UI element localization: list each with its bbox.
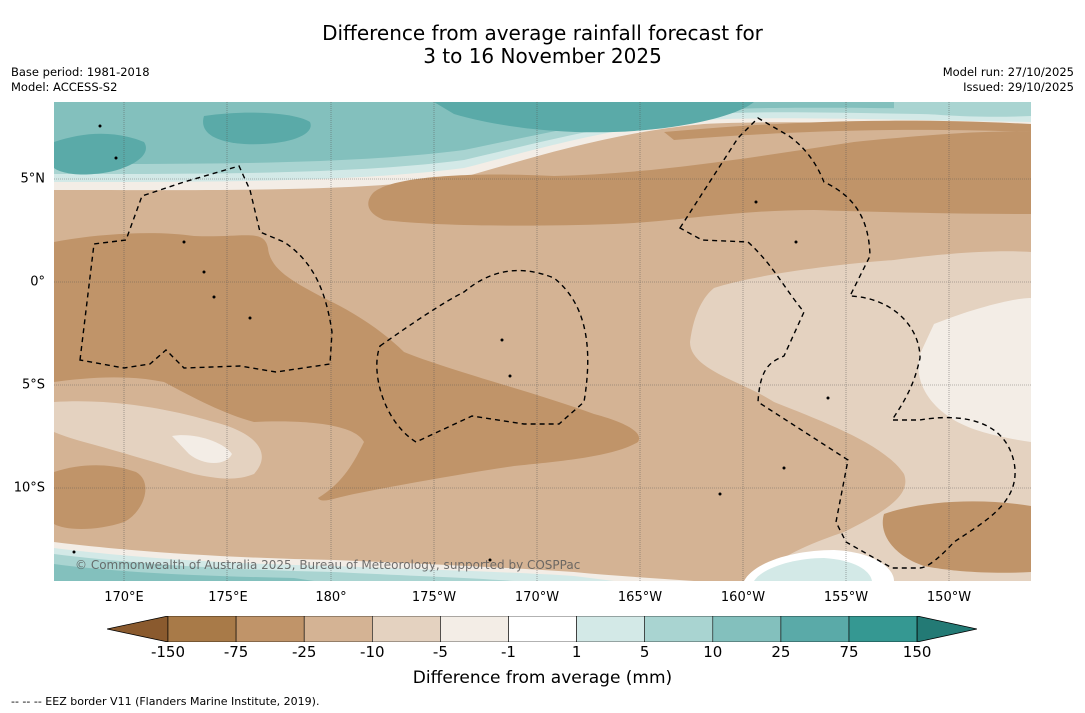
- map-title: Difference from average rainfall forecas…: [0, 22, 1085, 68]
- colorbar-tick-label: -75: [223, 643, 249, 661]
- eez-borders: [79, 117, 1016, 569]
- longitude-label: 170°E: [104, 590, 144, 605]
- longitude-label: 160°W: [720, 590, 766, 605]
- islands: [72, 124, 830, 562]
- latitude-label: 5°N: [20, 171, 46, 187]
- colorbar-tick-label: -1: [501, 643, 516, 661]
- island: [212, 295, 216, 299]
- colorbar-tick-label: 75: [839, 643, 859, 661]
- wet-patch-1: [54, 133, 146, 175]
- wet-patch-3: [434, 102, 754, 133]
- colorbar-extend-high: [916, 616, 977, 642]
- colorbar-cell: [508, 616, 577, 642]
- island: [500, 338, 504, 342]
- longitude-label: 165°W: [617, 590, 663, 605]
- dry-patch-se: [882, 501, 1031, 573]
- island: [72, 550, 76, 554]
- island: [114, 156, 118, 160]
- colorbar-tick-label: 25: [771, 643, 791, 661]
- latitude-label: 10°S: [13, 480, 45, 496]
- island: [794, 240, 798, 244]
- eez-footnote: -- -- -- EEZ border V11 (Flanders Marine…: [11, 695, 320, 708]
- island: [248, 316, 252, 320]
- issued-date: Issued: 29/10/2025: [963, 80, 1074, 94]
- colorbar-title: Difference from average (mm): [412, 668, 673, 688]
- colorbar-cell: [644, 616, 714, 642]
- south-band: [54, 564, 314, 581]
- south-light-patch: [754, 558, 872, 581]
- latitude-label: 5°S: [21, 377, 45, 393]
- colorbar-tick-label: -150: [150, 643, 186, 661]
- rainfall-map: [54, 102, 1031, 581]
- eez-tokelau: [376, 269, 589, 443]
- map-svg: [54, 102, 1031, 581]
- colorbar-cells: [107, 616, 977, 642]
- island: [508, 374, 512, 378]
- colorbar-cell: [848, 616, 918, 642]
- latitude-label: 0°: [30, 274, 45, 290]
- very-pale-region-east: [918, 298, 1031, 442]
- base-period: Base period: 1981-2018: [11, 65, 150, 79]
- colorbar-tick-label: -5: [432, 643, 448, 661]
- top-brown-fringe: [664, 120, 1031, 140]
- colorbar-cell: [371, 616, 441, 642]
- longitude-label: 155°W: [823, 590, 869, 605]
- island: [98, 124, 102, 128]
- pale-spot-sw: [172, 435, 232, 463]
- longitude-label: 170°W: [514, 590, 560, 605]
- copyright-notice: © Commonwealth of Australia 2025, Bureau…: [75, 558, 581, 572]
- colorbar-extend-low: [107, 616, 169, 642]
- colorbar-cell: [235, 616, 305, 642]
- colorbar-tick-label: 10: [703, 643, 723, 661]
- dry-patch-sw: [54, 465, 146, 529]
- title-line-2: 3 to 16 November 2025: [423, 44, 662, 68]
- colorbar-tick-label: 1: [571, 643, 582, 661]
- wet-patch-2: [203, 112, 311, 145]
- colorbar-tick-label: 5: [639, 643, 650, 661]
- island: [826, 396, 830, 400]
- dry-blob-central: [54, 233, 640, 501]
- longitude-label: 175°W: [411, 590, 457, 605]
- island: [182, 240, 186, 244]
- colorbar-tick-label: 150: [902, 643, 932, 661]
- model-name: Model: ACCESS-S2: [11, 80, 118, 94]
- island: [488, 558, 492, 562]
- colorbar-cell: [712, 616, 782, 642]
- colorbar-tick-label: -10: [360, 643, 385, 661]
- colorbar-tick-label: -25: [291, 643, 317, 661]
- colorbar-cell: [780, 616, 850, 642]
- colorbar: [107, 616, 977, 642]
- island: [202, 270, 206, 274]
- base-info: Base period: 1981-2018 Model: ACCESS-S2: [11, 65, 150, 95]
- island: [754, 200, 758, 204]
- longitude-label: 150°W: [926, 590, 972, 605]
- model-run: Model run: 27/10/2025: [942, 65, 1074, 79]
- eez-kiribati-line: [679, 117, 1016, 569]
- colorbar-cell: [440, 616, 509, 642]
- wet-patch-4: [894, 102, 1031, 117]
- island: [718, 492, 722, 496]
- colorbar-cell: [167, 616, 237, 642]
- graticule: [54, 102, 1031, 581]
- eez-tuvalu: [79, 165, 333, 373]
- island: [782, 466, 786, 470]
- longitude-label: 175°E: [208, 590, 248, 605]
- colorbar-cell: [303, 616, 373, 642]
- run-info: Model run: 27/10/2025 Issued: 29/10/2025: [943, 65, 1074, 95]
- colorbar-cell: [576, 616, 646, 642]
- longitude-label: 180°: [315, 590, 347, 605]
- dry-band-north: [368, 131, 1031, 226]
- title-line-1: Difference from average rainfall forecas…: [322, 21, 763, 45]
